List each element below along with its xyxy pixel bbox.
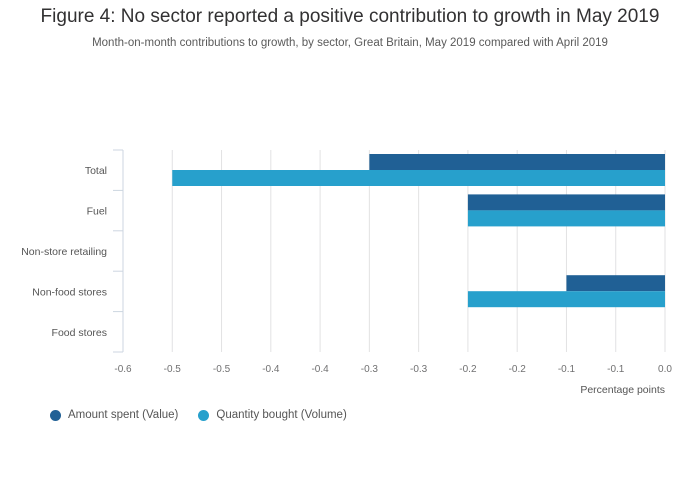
category-label: Food stores — [52, 327, 107, 339]
category-label: Fuel — [87, 206, 107, 218]
bar-value — [369, 154, 665, 170]
x-axis-label: Percentage points — [580, 384, 665, 396]
bar-value — [467, 194, 665, 211]
x-tick-label: -0.2 — [459, 364, 477, 375]
x-tick-label: -0.4 — [311, 364, 329, 375]
category-label: Non-food stores — [32, 286, 107, 298]
legend-label-value: Amount spent (Value) — [68, 409, 179, 421]
x-tick-label: 0.0 — [658, 364, 672, 375]
bar-volume — [172, 170, 666, 186]
x-tick-label: -0.1 — [607, 364, 625, 375]
legend-item-volume[interactable]: Quantity bought (Volume) — [198, 409, 347, 421]
x-tick-label: -0.1 — [558, 364, 576, 375]
legend-dot-value-icon — [50, 409, 61, 421]
legend-dot-volume-icon — [198, 409, 210, 421]
x-tick-label: -0.2 — [509, 364, 527, 375]
bar-value — [566, 275, 665, 292]
bar-volume — [467, 210, 665, 227]
x-tick-label: -0.5 — [213, 364, 231, 375]
legend: Amount spent (Value) Quantity bought (Vo… — [50, 409, 347, 421]
chart-subtitle: Month-on-month contributions to growth, … — [92, 37, 608, 49]
x-tick-label: -0.4 — [262, 364, 280, 375]
x-tick-label: -0.5 — [164, 364, 182, 375]
x-tick-label: -0.3 — [410, 364, 428, 375]
legend-label-volume: Quantity bought (Volume) — [216, 409, 347, 421]
x-tick-label: -0.6 — [114, 364, 132, 375]
bar-volume — [467, 291, 665, 308]
category-label: Total — [85, 165, 107, 177]
legend-item-value[interactable]: Amount spent (Value) — [50, 409, 178, 421]
category-label: Non-store retailing — [21, 246, 107, 258]
chart-title: Figure 4: No sector reported a positive … — [40, 6, 660, 27]
x-tick-label: -0.3 — [361, 364, 379, 375]
